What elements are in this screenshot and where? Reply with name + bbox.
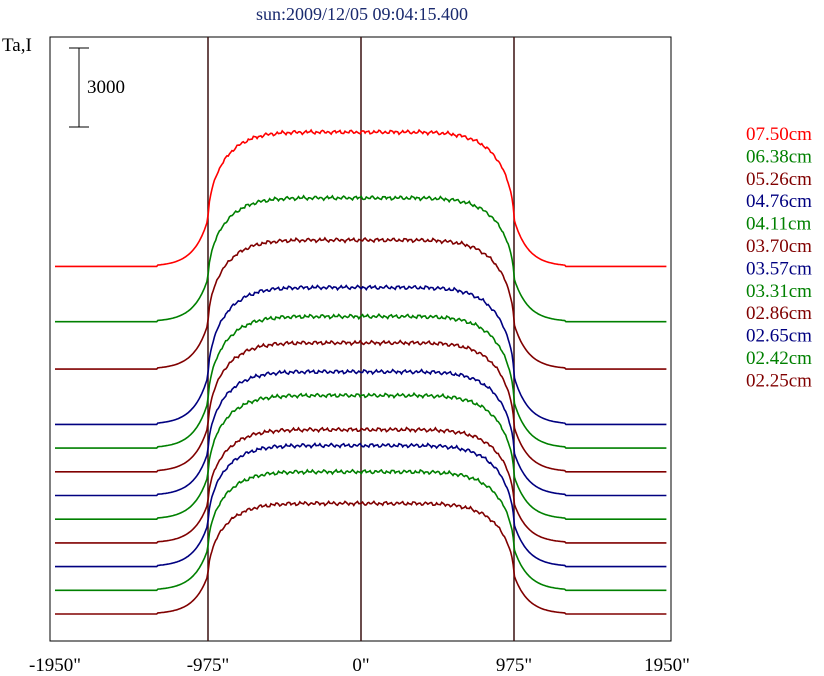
legend-item-3: 04.76cm [746,191,812,212]
series-line-1 [55,194,667,323]
series-line-5 [55,339,667,473]
legend-item-10: 02.42cm [746,348,812,369]
x-tick-label-3: 975" [496,655,532,676]
series-line-0 [55,128,667,268]
legend-item-0: 07.50cm [746,124,812,145]
series-line-6 [55,368,667,497]
series-line-10 [55,468,667,592]
x-tick-label-0: -1950" [29,655,81,676]
x-tick-labels: -1950" -975" 0" 975" 1950" [29,655,690,676]
legend-item-7: 03.31cm [746,281,812,302]
legend-item-8: 02.86cm [746,303,812,324]
vertical-markers [207,37,515,641]
legend-item-1: 06.38cm [746,146,812,167]
series-lines [55,128,667,615]
series-line-2 [55,236,667,370]
series-line-3 [55,284,667,426]
chart-title: sun:2009/12/05 09:04:15.400 [256,4,468,24]
legend-item-9: 02.65cm [746,326,812,347]
legend-item-5: 03.70cm [746,236,812,257]
y-axis-label: Ta,I [2,35,32,56]
x-tick-label-1: -975" [187,655,230,676]
legend-item-4: 04.11cm [746,214,811,235]
legend-item-11: 02.25cm [746,370,812,391]
scale-bar-label: 3000 [87,77,125,98]
series-line-8 [55,426,667,544]
series-line-7 [55,391,667,520]
x-tick-label-2: 0" [352,655,369,676]
series-line-4 [55,313,667,449]
scale-bar: 3000 [69,47,125,128]
series-line-9 [55,442,667,568]
legend-item-6: 03.57cm [746,258,812,279]
legend: 07.50cm06.38cm05.26cm04.76cm04.11cm03.70… [746,124,812,391]
series-line-11 [55,499,667,615]
x-tick-label-4: 1950" [644,655,690,676]
legend-item-2: 05.26cm [746,169,812,190]
